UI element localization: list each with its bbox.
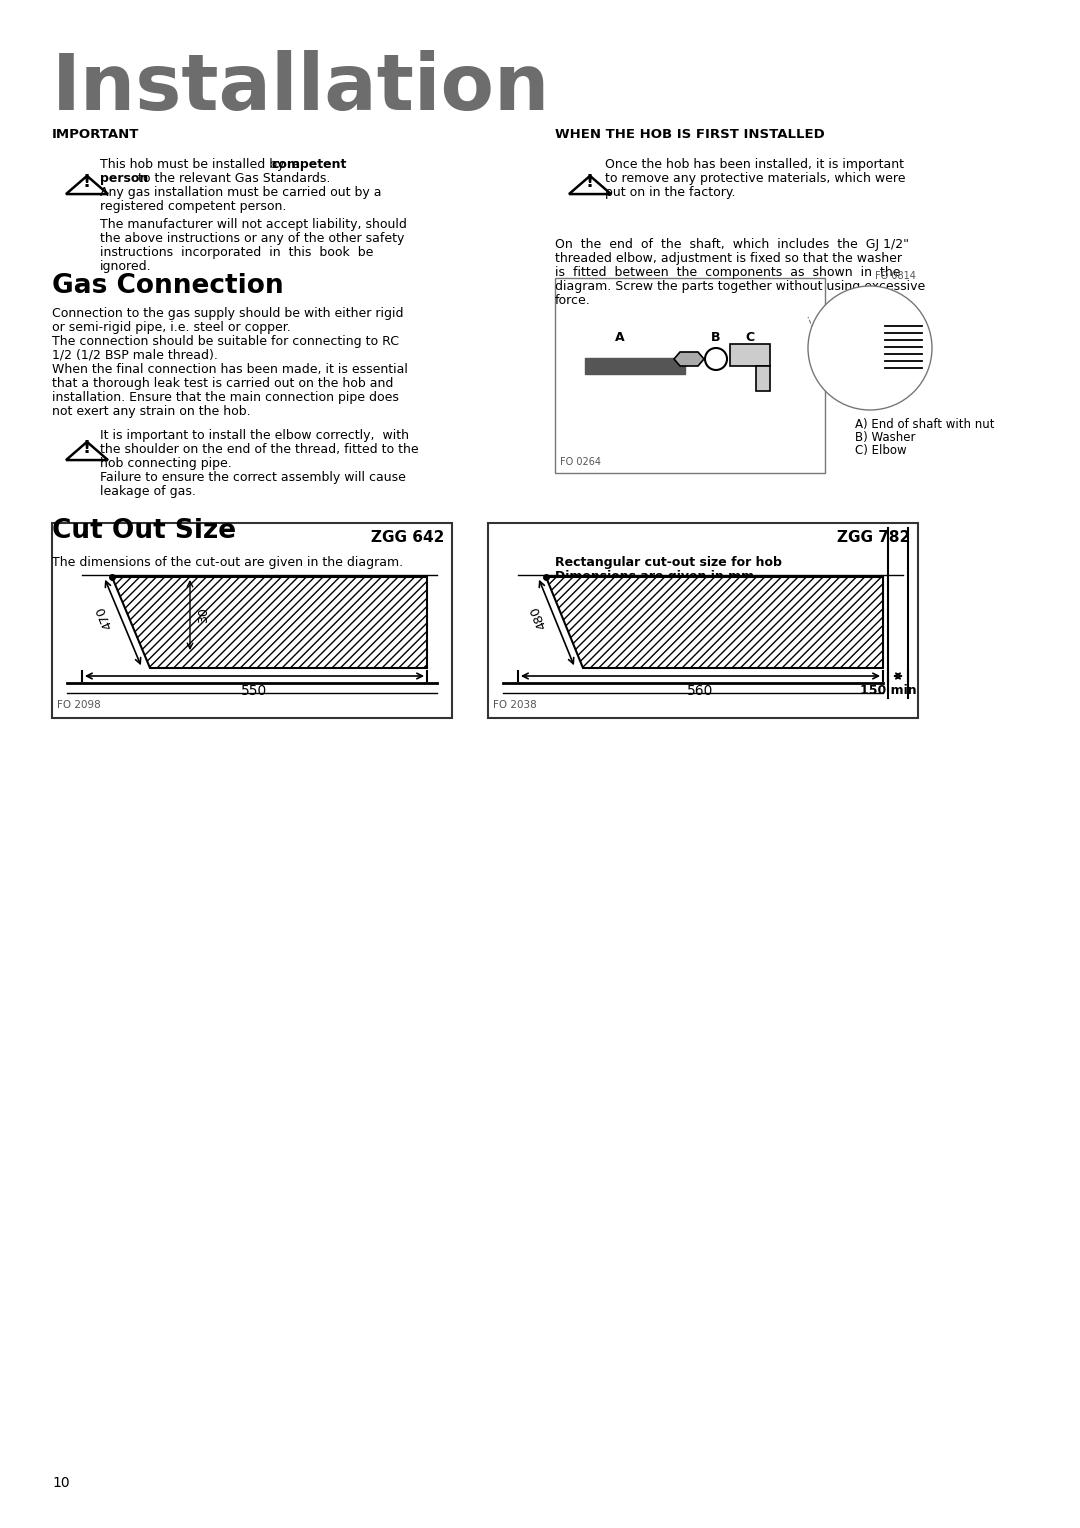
Bar — [52, 523, 453, 718]
Text: registered competent person.: registered competent person. — [100, 200, 286, 212]
Text: to remove any protective materials, which were: to remove any protective materials, whic… — [605, 173, 905, 185]
Text: 480: 480 — [528, 604, 549, 631]
Text: !: ! — [83, 439, 91, 457]
Text: installation. Ensure that the main connection pipe does: installation. Ensure that the main conne… — [52, 391, 399, 403]
Text: The dimensions of the cut-out are given in the diagram.: The dimensions of the cut-out are given … — [52, 556, 403, 568]
Text: the above instructions or any of the other safety: the above instructions or any of the oth… — [100, 232, 404, 244]
Polygon shape — [112, 578, 427, 668]
Text: is  fitted  between  the  components  as  shown  in  the: is fitted between the components as show… — [555, 266, 901, 280]
Text: !: ! — [586, 173, 594, 191]
Text: the shoulder on the end of the thread, fitted to the: the shoulder on the end of the thread, f… — [100, 443, 419, 455]
Text: to the relevant Gas Standards.: to the relevant Gas Standards. — [134, 173, 330, 185]
Text: FO 0264: FO 0264 — [561, 457, 600, 468]
Text: hob connecting pipe.: hob connecting pipe. — [100, 457, 232, 471]
Text: person: person — [100, 173, 148, 185]
Polygon shape — [674, 351, 704, 367]
Text: Any gas installation must be carried out by a: Any gas installation must be carried out… — [100, 186, 381, 199]
Text: Connection to the gas supply should be with either rigid: Connection to the gas supply should be w… — [52, 307, 404, 319]
Text: IMPORTANT: IMPORTANT — [52, 128, 139, 141]
Text: Rectangular cut-out size for hob: Rectangular cut-out size for hob — [555, 556, 782, 568]
Text: C: C — [745, 332, 755, 344]
Text: Failure to ensure the correct assembly will cause: Failure to ensure the correct assembly w… — [100, 471, 406, 484]
Text: FO 0814: FO 0814 — [875, 270, 916, 281]
Circle shape — [808, 286, 932, 410]
Text: A) End of shaft with nut: A) End of shaft with nut — [855, 419, 995, 431]
Text: FO 2098: FO 2098 — [57, 700, 100, 711]
Text: ZGG 642: ZGG 642 — [370, 530, 444, 545]
Text: On  the  end  of  the  shaft,  which  includes  the  GJ 1/2": On the end of the shaft, which includes … — [555, 238, 909, 251]
Text: diagram. Screw the parts together without using excessive: diagram. Screw the parts together withou… — [555, 280, 926, 293]
Text: WHEN THE HOB IS FIRST INSTALLED: WHEN THE HOB IS FIRST INSTALLED — [555, 128, 825, 141]
Text: FO 2038: FO 2038 — [492, 700, 537, 711]
Text: Once the hob has been installed, it is important: Once the hob has been installed, it is i… — [605, 157, 904, 171]
Text: force.: force. — [555, 293, 591, 307]
Text: instructions  incorporated  in  this  book  be: instructions incorporated in this book b… — [100, 246, 374, 260]
Text: A: A — [616, 332, 625, 344]
Text: ignored.: ignored. — [100, 260, 151, 274]
Text: B) Washer: B) Washer — [855, 431, 916, 445]
Text: 470: 470 — [94, 604, 116, 631]
Text: Dimensions are given in mm.: Dimensions are given in mm. — [555, 570, 759, 584]
Text: not exert any strain on the hob.: not exert any strain on the hob. — [52, 405, 251, 419]
Text: or semi-rigid pipe, i.e. steel or copper.: or semi-rigid pipe, i.e. steel or copper… — [52, 321, 291, 335]
Text: When the final connection has been made, it is essential: When the final connection has been made,… — [52, 364, 408, 376]
Text: 560: 560 — [687, 685, 714, 698]
Text: !: ! — [83, 173, 91, 191]
Text: Gas Connection: Gas Connection — [52, 274, 284, 299]
Text: that a thorough leak test is carried out on the hob and: that a thorough leak test is carried out… — [52, 377, 393, 390]
Text: Installation: Installation — [52, 50, 551, 125]
Bar — [555, 278, 825, 474]
Text: B: B — [712, 332, 720, 344]
Bar — [488, 523, 918, 718]
Text: This hob must be installed by  a: This hob must be installed by a — [100, 157, 305, 171]
Text: 1/2 (1/2 BSP male thread).: 1/2 (1/2 BSP male thread). — [52, 348, 218, 362]
Text: 10: 10 — [52, 1476, 69, 1490]
Text: C) Elbow: C) Elbow — [855, 445, 906, 457]
Text: competent: competent — [272, 157, 348, 171]
Bar — [756, 367, 770, 391]
Text: The manufacturer will not accept liability, should: The manufacturer will not accept liabili… — [100, 219, 407, 231]
Bar — [730, 344, 770, 367]
Text: The connection should be suitable for connecting to RC: The connection should be suitable for co… — [52, 335, 399, 348]
Text: 30: 30 — [197, 607, 210, 623]
Text: It is important to install the elbow correctly,  with: It is important to install the elbow cor… — [100, 429, 409, 442]
Text: Cut Out Size: Cut Out Size — [52, 518, 237, 544]
Text: put on in the factory.: put on in the factory. — [605, 186, 735, 199]
Text: leakage of gas.: leakage of gas. — [100, 484, 195, 498]
Text: 150 min: 150 min — [860, 685, 916, 697]
Text: 550: 550 — [241, 685, 268, 698]
Polygon shape — [546, 578, 883, 668]
Text: ZGG 782: ZGG 782 — [837, 530, 910, 545]
Text: threaded elbow, adjustment is fixed so that the washer: threaded elbow, adjustment is fixed so t… — [555, 252, 902, 264]
